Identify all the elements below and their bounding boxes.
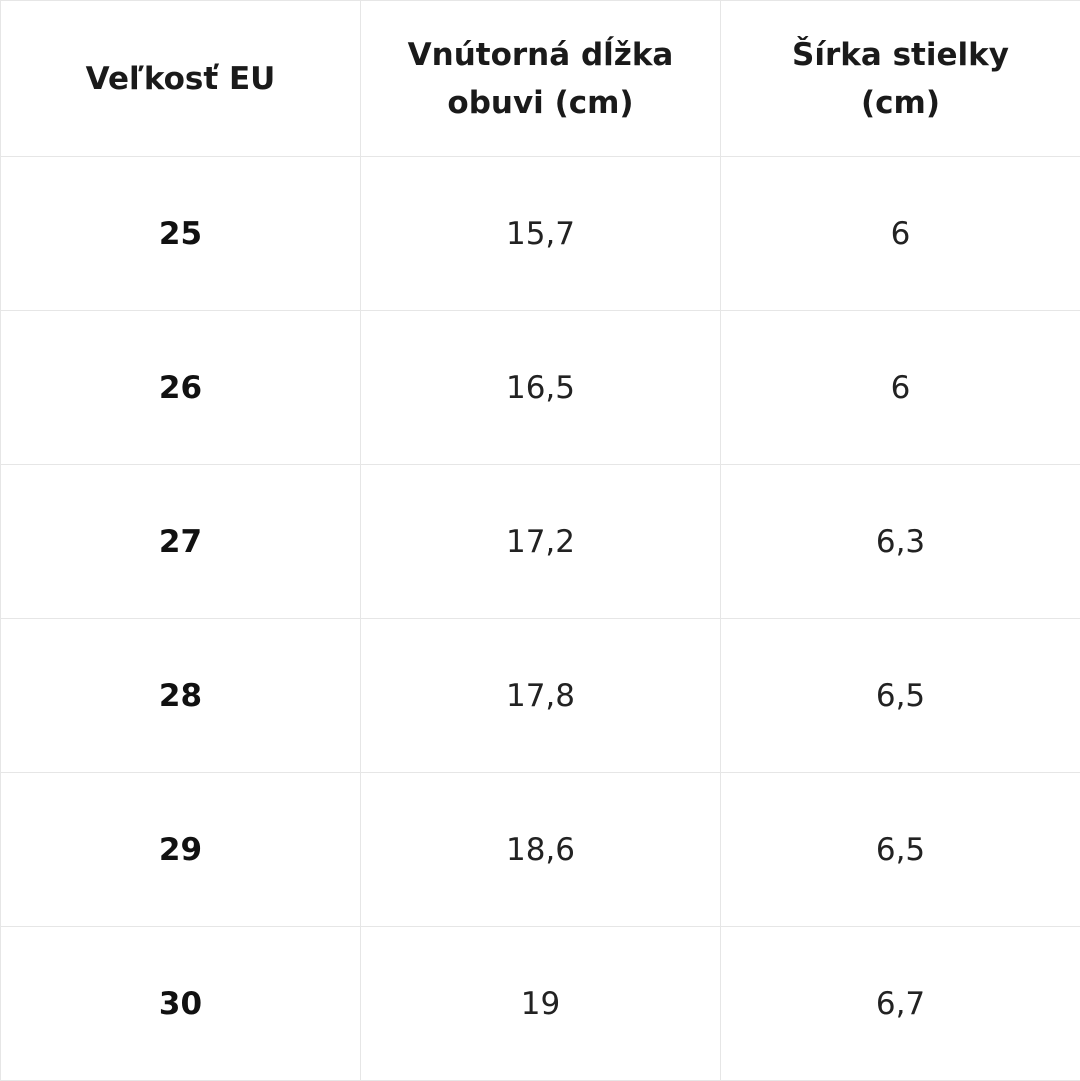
table-row: 30 19 6,7 [1,927,1080,1081]
table-row: 28 17,8 6,5 [1,619,1080,773]
size-cell: 25 [1,157,361,311]
width-cell: 6,7 [721,927,1080,1081]
length-cell: 18,6 [361,773,721,927]
size-cell: 30 [1,927,361,1081]
header-size-eu-label: Veľkosť EU [86,55,276,103]
size-cell: 28 [1,619,361,773]
header-inner-length: Vnútorná dĺžka obuvi (cm) [361,1,721,157]
header-insole-width-label: Šírka stielky (cm) [751,31,1051,127]
header-size-eu: Veľkosť EU [1,1,361,157]
width-cell: 6,5 [721,619,1080,773]
size-cell: 29 [1,773,361,927]
header-inner-length-label: Vnútorná dĺžka obuvi (cm) [391,31,691,127]
table-header-row: Veľkosť EU Vnútorná dĺžka obuvi (cm) Šír… [1,1,1080,157]
table-row: 27 17,2 6,3 [1,465,1080,619]
width-cell: 6 [721,311,1080,465]
table-row: 26 16,5 6 [1,311,1080,465]
size-cell: 26 [1,311,361,465]
width-cell: 6,3 [721,465,1080,619]
length-cell: 17,2 [361,465,721,619]
header-insole-width: Šírka stielky (cm) [721,1,1080,157]
table-row: 29 18,6 6,5 [1,773,1080,927]
length-cell: 17,8 [361,619,721,773]
table-row: 25 15,7 6 [1,157,1080,311]
length-cell: 16,5 [361,311,721,465]
length-cell: 19 [361,927,721,1081]
width-cell: 6 [721,157,1080,311]
length-cell: 15,7 [361,157,721,311]
size-cell: 27 [1,465,361,619]
width-cell: 6,5 [721,773,1080,927]
